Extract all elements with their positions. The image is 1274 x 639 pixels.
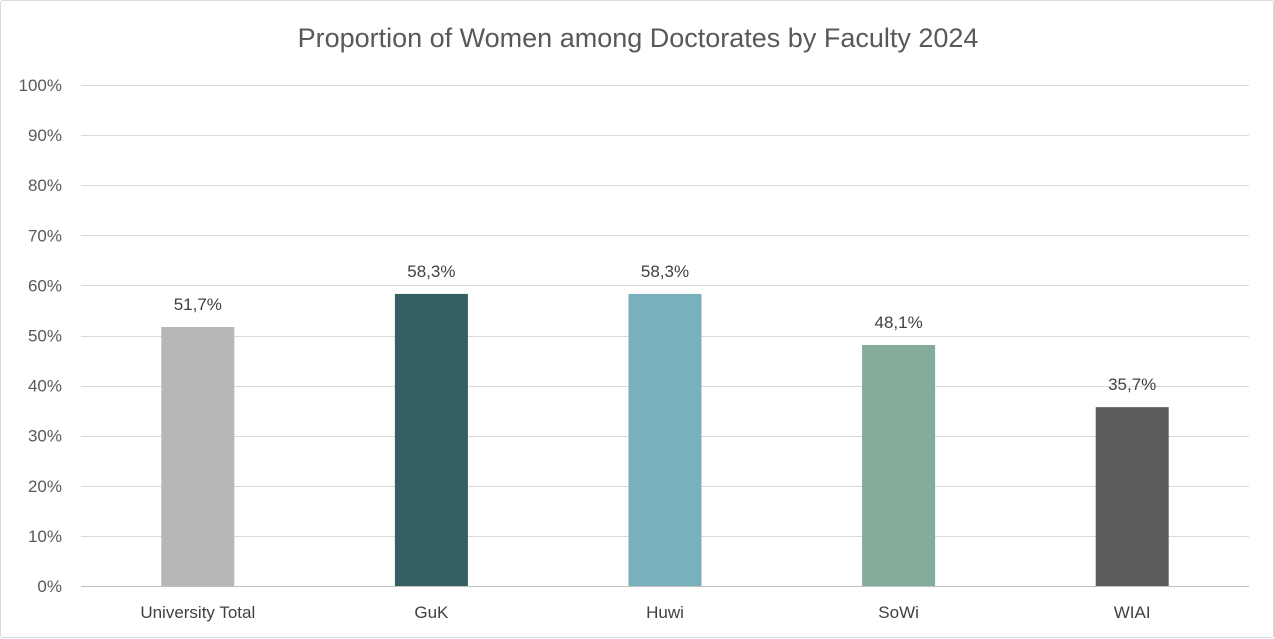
bar [628,293,702,586]
bar [394,293,468,586]
category-label: University Total [140,603,255,622]
category-label: SoWi [878,603,919,622]
y-tick-label: 40% [28,377,62,396]
y-axis-tick-labels: 0% 10% 20% 30% 40% 50% 60% 70% 80% 90% 100% [19,76,62,596]
category-label: WIAI [1114,603,1151,622]
bars [161,293,1169,586]
data-label: 48,1% [874,313,922,332]
chart-title: Proportion of Women among Doctorates by … [298,23,979,53]
y-tick-label: 70% [28,226,62,245]
category-label: GuK [414,603,449,622]
y-tick-label: 90% [28,126,62,145]
y-tick-label: 30% [28,427,62,446]
y-tick-label: 0% [37,577,62,596]
bar [161,326,235,586]
bar [1095,407,1169,586]
y-tick-label: 10% [28,527,62,546]
bar [862,345,936,586]
category-label: Huwi [646,603,684,622]
x-axis-category-labels: University Total GuK Huwi SoWi WIAI [140,603,1150,622]
data-labels: 51,7% 58,3% 58,3% 48,1% 35,7% [174,262,1157,394]
y-tick-label: 50% [28,327,62,346]
data-label: 58,3% [407,262,455,281]
y-tick-label: 20% [28,477,62,496]
y-tick-label: 60% [28,276,62,295]
data-label: 58,3% [641,262,689,281]
y-tick-label: 80% [28,176,62,195]
data-label: 51,7% [174,295,222,314]
y-tick-label: 100% [19,76,62,95]
data-label: 35,7% [1108,375,1156,394]
